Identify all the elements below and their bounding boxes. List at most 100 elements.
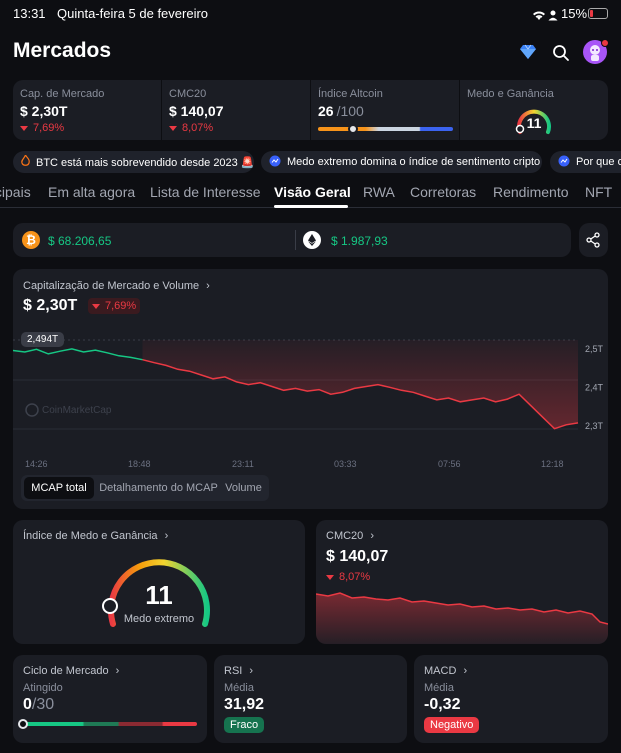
tab-em-alta[interactable]: Em alta agora bbox=[48, 184, 136, 200]
news-text-2: Medo extremo domina o índice de sentimen… bbox=[287, 156, 541, 168]
tab-visao-geral[interactable]: Visão Geral bbox=[274, 184, 351, 200]
share-icon bbox=[586, 232, 600, 248]
location-icon bbox=[548, 8, 558, 26]
macd-badge: Negativo bbox=[424, 717, 480, 733]
watermark: CoinMarketCap bbox=[25, 403, 111, 417]
fire-icon bbox=[21, 153, 30, 169]
bitcoin-icon: ₿ bbox=[22, 231, 40, 249]
altcoin-knob bbox=[348, 124, 359, 134]
rsi-card[interactable]: RSI › Média 31,92 Fraco bbox=[214, 655, 407, 743]
cycle-max: /30 bbox=[31, 696, 55, 713]
altcoin-index-card[interactable]: Índice Altcoin 26/100 bbox=[311, 80, 459, 140]
chart-segment-control: MCAP total Detalhamento do MCAP Volume bbox=[21, 475, 269, 501]
cycle-sub: Atingido bbox=[23, 682, 63, 694]
news-pill-1[interactable]: BTC está mais sobrevendido desde 2023 🚨 bbox=[13, 151, 254, 173]
tab-corretoras[interactable]: Corretoras bbox=[410, 184, 477, 200]
page-title: Mercados bbox=[13, 39, 112, 62]
cmc20-card-value: $ 140,07 bbox=[326, 548, 389, 565]
chart-line-negative bbox=[142, 358, 579, 430]
cycle-title-link[interactable]: Ciclo de Mercado › bbox=[23, 665, 119, 677]
fear-greed-big-value: 11 bbox=[145, 580, 173, 610]
chart-line-positive bbox=[13, 348, 143, 361]
y-tick-label: 2,5T bbox=[585, 344, 604, 354]
chevron-right-icon: › bbox=[249, 665, 254, 677]
battery-percent: 15% bbox=[561, 6, 588, 21]
tab-principais[interactable]: Principais bbox=[0, 184, 31, 200]
segment-mcap-total[interactable]: MCAP total bbox=[24, 477, 94, 499]
avatar[interactable] bbox=[583, 39, 609, 64]
fear-greed-stat-card[interactable]: Medo e Ganância 11 bbox=[460, 80, 608, 140]
tab-rendimento[interactable]: Rendimento bbox=[493, 184, 569, 200]
btc-price[interactable]: $ 68.206,65 bbox=[48, 234, 112, 248]
diamond-icon[interactable] bbox=[519, 44, 537, 65]
notification-dot bbox=[601, 39, 609, 47]
chart-change: 7,69% bbox=[105, 300, 137, 312]
news-text-1: BTC está mais sobrevendido desde 2023 🚨 bbox=[36, 156, 254, 169]
wifi-icon bbox=[532, 8, 546, 26]
segment-mcap-breakdown[interactable]: Detalhamento do MCAP bbox=[99, 482, 218, 494]
rsi-sub: Média bbox=[224, 682, 254, 694]
macd-title: MACD bbox=[424, 665, 457, 677]
market-cycle-card[interactable]: Ciclo de Mercado › Atingido 0/30 bbox=[13, 655, 207, 743]
fear-greed-value: 11 bbox=[526, 115, 542, 131]
battery-icon bbox=[588, 8, 608, 19]
macd-title-link[interactable]: MACD › bbox=[424, 665, 467, 677]
cmc20-label: CMC20 bbox=[169, 88, 207, 100]
chart-change-badge: 7,69% bbox=[88, 298, 141, 314]
rsi-title-link[interactable]: RSI › bbox=[224, 665, 253, 677]
cycle-knob bbox=[18, 719, 28, 729]
segment-volume[interactable]: Volume bbox=[225, 482, 262, 494]
news-pill-2[interactable]: Medo extremo domina o índice de sentimen… bbox=[261, 151, 542, 173]
down-arrow-icon bbox=[92, 303, 100, 309]
market-cap-line-chart[interactable]: 2,5T 2,4T 2,3T 14:26 18:48 23:11 03:33 07:56 12… bbox=[13, 319, 608, 469]
chevron-right-icon: › bbox=[463, 665, 468, 677]
status-date: Quinta-feira 5 de fevereiro bbox=[57, 6, 209, 21]
cmc20-stat-card[interactable]: CMC20 $ 140,07 8,07% bbox=[162, 80, 310, 140]
tab-lista-interesse[interactable]: Lista de Interesse bbox=[150, 184, 261, 200]
market-cap-card[interactable]: Cap. de Mercado $ 2,30T 7,69% bbox=[13, 80, 161, 140]
cmc20-card[interactable]: CMC20 › $ 140,07 8,07% bbox=[316, 520, 608, 644]
macd-sub: Média bbox=[424, 682, 454, 694]
cycle-value: 0 bbox=[23, 696, 32, 713]
macd-value: -0,32 bbox=[424, 696, 461, 713]
x-tick-label: 12:18 bbox=[541, 459, 564, 469]
cmc20-change: 8,07% bbox=[182, 122, 214, 134]
tab-nft[interactable]: NFT bbox=[585, 184, 613, 200]
chart-tooltip: 2,494T bbox=[21, 332, 65, 347]
x-axis: 14:26 18:48 23:11 03:33 07:56 12:18 bbox=[25, 459, 564, 469]
fear-greed-card[interactable]: Índice de Medo e Ganância › 11 Medo extr… bbox=[13, 520, 305, 644]
market-cap-chart-card: Capitalização de Mercado e Volume › $ 2,… bbox=[13, 269, 608, 509]
chevron-right-icon: › bbox=[115, 665, 120, 677]
x-tick-label: 07:56 bbox=[438, 459, 461, 469]
divider bbox=[295, 230, 296, 250]
altcoin-value: 26 bbox=[318, 103, 334, 119]
eth-price[interactable]: $ 1.987,93 bbox=[331, 234, 388, 248]
cmc20-title-link[interactable]: CMC20 › bbox=[326, 530, 374, 542]
chart-title-link[interactable]: Capitalização de Mercado e Volume › bbox=[23, 280, 210, 292]
x-tick-label: 23:11 bbox=[232, 459, 254, 469]
gauge-needle bbox=[102, 598, 118, 614]
down-arrow-icon bbox=[20, 125, 28, 131]
share-button[interactable] bbox=[579, 223, 608, 257]
cycle-bar bbox=[18, 719, 197, 729]
fear-greed-title-link[interactable]: Índice de Medo e Ganância › bbox=[23, 530, 168, 542]
macd-card[interactable]: MACD › Média -0,32 Negativo bbox=[414, 655, 608, 743]
down-arrow-icon bbox=[326, 574, 334, 580]
x-tick-label: 03:33 bbox=[334, 459, 357, 469]
search-icon[interactable] bbox=[552, 44, 570, 67]
market-cap-change: 7,69% bbox=[33, 122, 65, 134]
rsi-badge: Fraco bbox=[224, 717, 265, 733]
fear-greed-title: Índice de Medo e Ganância bbox=[23, 530, 158, 542]
tab-rwa[interactable]: RWA bbox=[363, 184, 395, 200]
rsi-value: 31,92 bbox=[224, 696, 265, 713]
cmc20-card-change: 8,07% bbox=[339, 571, 371, 583]
active-tab-indicator bbox=[274, 205, 348, 208]
fear-greed-label: Medo e Ganância bbox=[467, 88, 554, 100]
news-pill-3[interactable]: Por que o bbox=[550, 151, 621, 173]
news-text-3: Por que o bbox=[576, 156, 621, 168]
y-axis: 2,5T 2,4T 2,3T bbox=[585, 344, 604, 431]
chart-value: $ 2,30T bbox=[23, 297, 78, 314]
rsi-title: RSI bbox=[224, 665, 243, 677]
altcoin-bar bbox=[318, 124, 453, 134]
x-tick-label: 18:48 bbox=[128, 459, 151, 469]
